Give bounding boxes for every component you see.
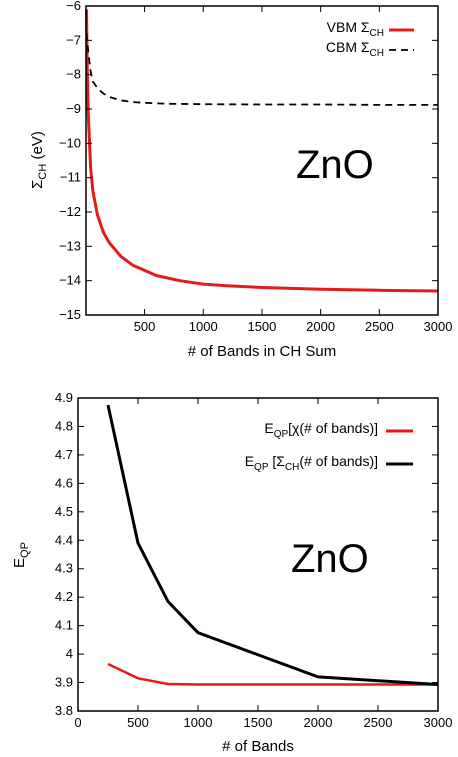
bottom-y-tick-label: 4.4 bbox=[55, 532, 73, 547]
bottom-chart: 0 500 1000 1500 2000 2500 3000 3.8 3.9 4 4.1 4.2 4.3… bbox=[11, 390, 452, 755]
bottom-legend-sigma-main: E bbox=[245, 453, 254, 469]
top-y-tick-label: −15 bbox=[59, 307, 81, 322]
bottom-y-tick-label: 3.9 bbox=[55, 675, 73, 690]
bottom-legend-chi-main: E bbox=[264, 420, 273, 436]
top-y-label-main: Σ bbox=[29, 180, 46, 189]
bottom-y-label-sub: QP bbox=[19, 542, 31, 558]
bottom-x-tick-label: 1500 bbox=[244, 715, 273, 730]
top-y-label-unit: (eV) bbox=[29, 131, 46, 164]
top-series-layer bbox=[85, 9, 439, 293]
top-y-axis-label: ΣCH (eV) bbox=[29, 131, 49, 189]
top-legend-cbm-main: CBM Σ bbox=[326, 39, 370, 55]
bottom-x-tick-label: 500 bbox=[127, 715, 149, 730]
top-x-tick-label: 500 bbox=[134, 319, 156, 334]
bottom-series-line-1 bbox=[106, 404, 439, 686]
bottom-legend-entry-chi: EQP[χ(# of bands)] bbox=[264, 420, 378, 440]
bottom-y-tick-label: 4.7 bbox=[55, 447, 73, 462]
bottom-y-tick-label: 4.8 bbox=[55, 418, 73, 433]
bottom-y-axis-label: EQP bbox=[11, 542, 31, 568]
top-legend: VBM ΣCH CBM ΣCH bbox=[326, 19, 414, 59]
bottom-y-label-main: E bbox=[11, 558, 28, 568]
top-legend-vbm-sub: CH bbox=[370, 28, 384, 39]
top-y-tick-label: −13 bbox=[59, 238, 81, 253]
bottom-x-tick-label: 2500 bbox=[364, 715, 393, 730]
top-legend-entry-vbm: VBM ΣCH bbox=[327, 19, 384, 39]
top-x-tick-label: 2500 bbox=[365, 319, 394, 334]
top-legend-entry-cbm: CBM ΣCH bbox=[326, 39, 384, 59]
bottom-legend-entry-sigma: EQP [ΣCH(# of bands)] bbox=[245, 453, 378, 473]
bottom-legend: EQP[χ(# of bands)] EQP [ΣCH(# of bands)] bbox=[245, 420, 413, 473]
bottom-y-tick-label: 4.2 bbox=[55, 589, 73, 604]
top-x-tick-label: 1500 bbox=[247, 319, 276, 334]
bottom-y-tick-label: 4.9 bbox=[55, 390, 73, 405]
bottom-y-tick-label: 4.6 bbox=[55, 475, 73, 490]
bottom-legend-sigma-rest: [Σ bbox=[269, 453, 286, 469]
top-chart: 500 1000 1500 2000 2500 3000 −15 −14 −13 −12 −11 −1… bbox=[29, 0, 452, 360]
bottom-x-tick-label: 3000 bbox=[424, 715, 453, 730]
bottom-x-tick-label: 1000 bbox=[184, 715, 213, 730]
top-y-label-sub: CH bbox=[37, 164, 49, 180]
top-tick-layer: 500 1000 1500 2000 2500 3000 −15 −14 −13 −12 −11 −1… bbox=[59, 0, 453, 334]
top-legend-vbm-main: VBM Σ bbox=[327, 19, 370, 35]
top-x-axis-label: # of Bands in CH Sum bbox=[188, 343, 336, 360]
top-y-tick-label: −7 bbox=[66, 32, 81, 47]
bottom-y-tick-label: 4 bbox=[66, 646, 73, 661]
top-x-tick-label: 3000 bbox=[424, 319, 453, 334]
bottom-tick-layer: 0 500 1000 1500 2000 2500 3000 3.8 3.9 4 4.1 4.2 4.3… bbox=[55, 390, 453, 730]
bottom-y-tick-label: 3.8 bbox=[55, 703, 73, 718]
bottom-series-layer bbox=[106, 404, 439, 686]
bottom-x-tick-label: 0 bbox=[74, 715, 81, 730]
top-y-tick-label: −14 bbox=[59, 273, 81, 288]
top-legend-cbm-sub: CH bbox=[370, 48, 384, 59]
bottom-legend-sigma-rest2: (# of bands)] bbox=[299, 453, 378, 469]
bottom-series-line-0 bbox=[107, 662, 438, 686]
top-y-tick-label: −10 bbox=[59, 135, 81, 150]
top-y-tick-label: −9 bbox=[66, 101, 81, 116]
bottom-legend-chi-rest: [χ(# of bands)] bbox=[288, 420, 378, 436]
top-y-tick-label: −12 bbox=[59, 204, 81, 219]
bottom-y-tick-label: 4.3 bbox=[55, 561, 73, 576]
bottom-legend-sigma-sub2: CH bbox=[285, 462, 299, 473]
top-x-tick-label: 2000 bbox=[306, 319, 335, 334]
top-series-line-1 bbox=[85, 33, 438, 106]
bottom-plot-frame bbox=[77, 397, 439, 712]
top-x-tick-label: 1000 bbox=[189, 319, 218, 334]
top-series-line-0 bbox=[85, 9, 439, 293]
top-y-tick-label: −11 bbox=[60, 170, 81, 185]
top-y-tick-label: −6 bbox=[66, 0, 81, 13]
bottom-legend-sigma-sub: QP bbox=[254, 462, 269, 473]
top-annotation: ZnO bbox=[296, 143, 374, 187]
bottom-annotation: ZnO bbox=[291, 537, 369, 581]
bottom-x-tick-label: 2000 bbox=[304, 715, 333, 730]
top-y-tick-label: −8 bbox=[66, 67, 81, 82]
bottom-x-axis-label: # of Bands bbox=[222, 738, 294, 755]
bottom-y-tick-label: 4.1 bbox=[55, 618, 73, 633]
bottom-legend-chi-sub: QP bbox=[274, 429, 289, 440]
bottom-y-tick-label: 4.5 bbox=[55, 504, 73, 519]
